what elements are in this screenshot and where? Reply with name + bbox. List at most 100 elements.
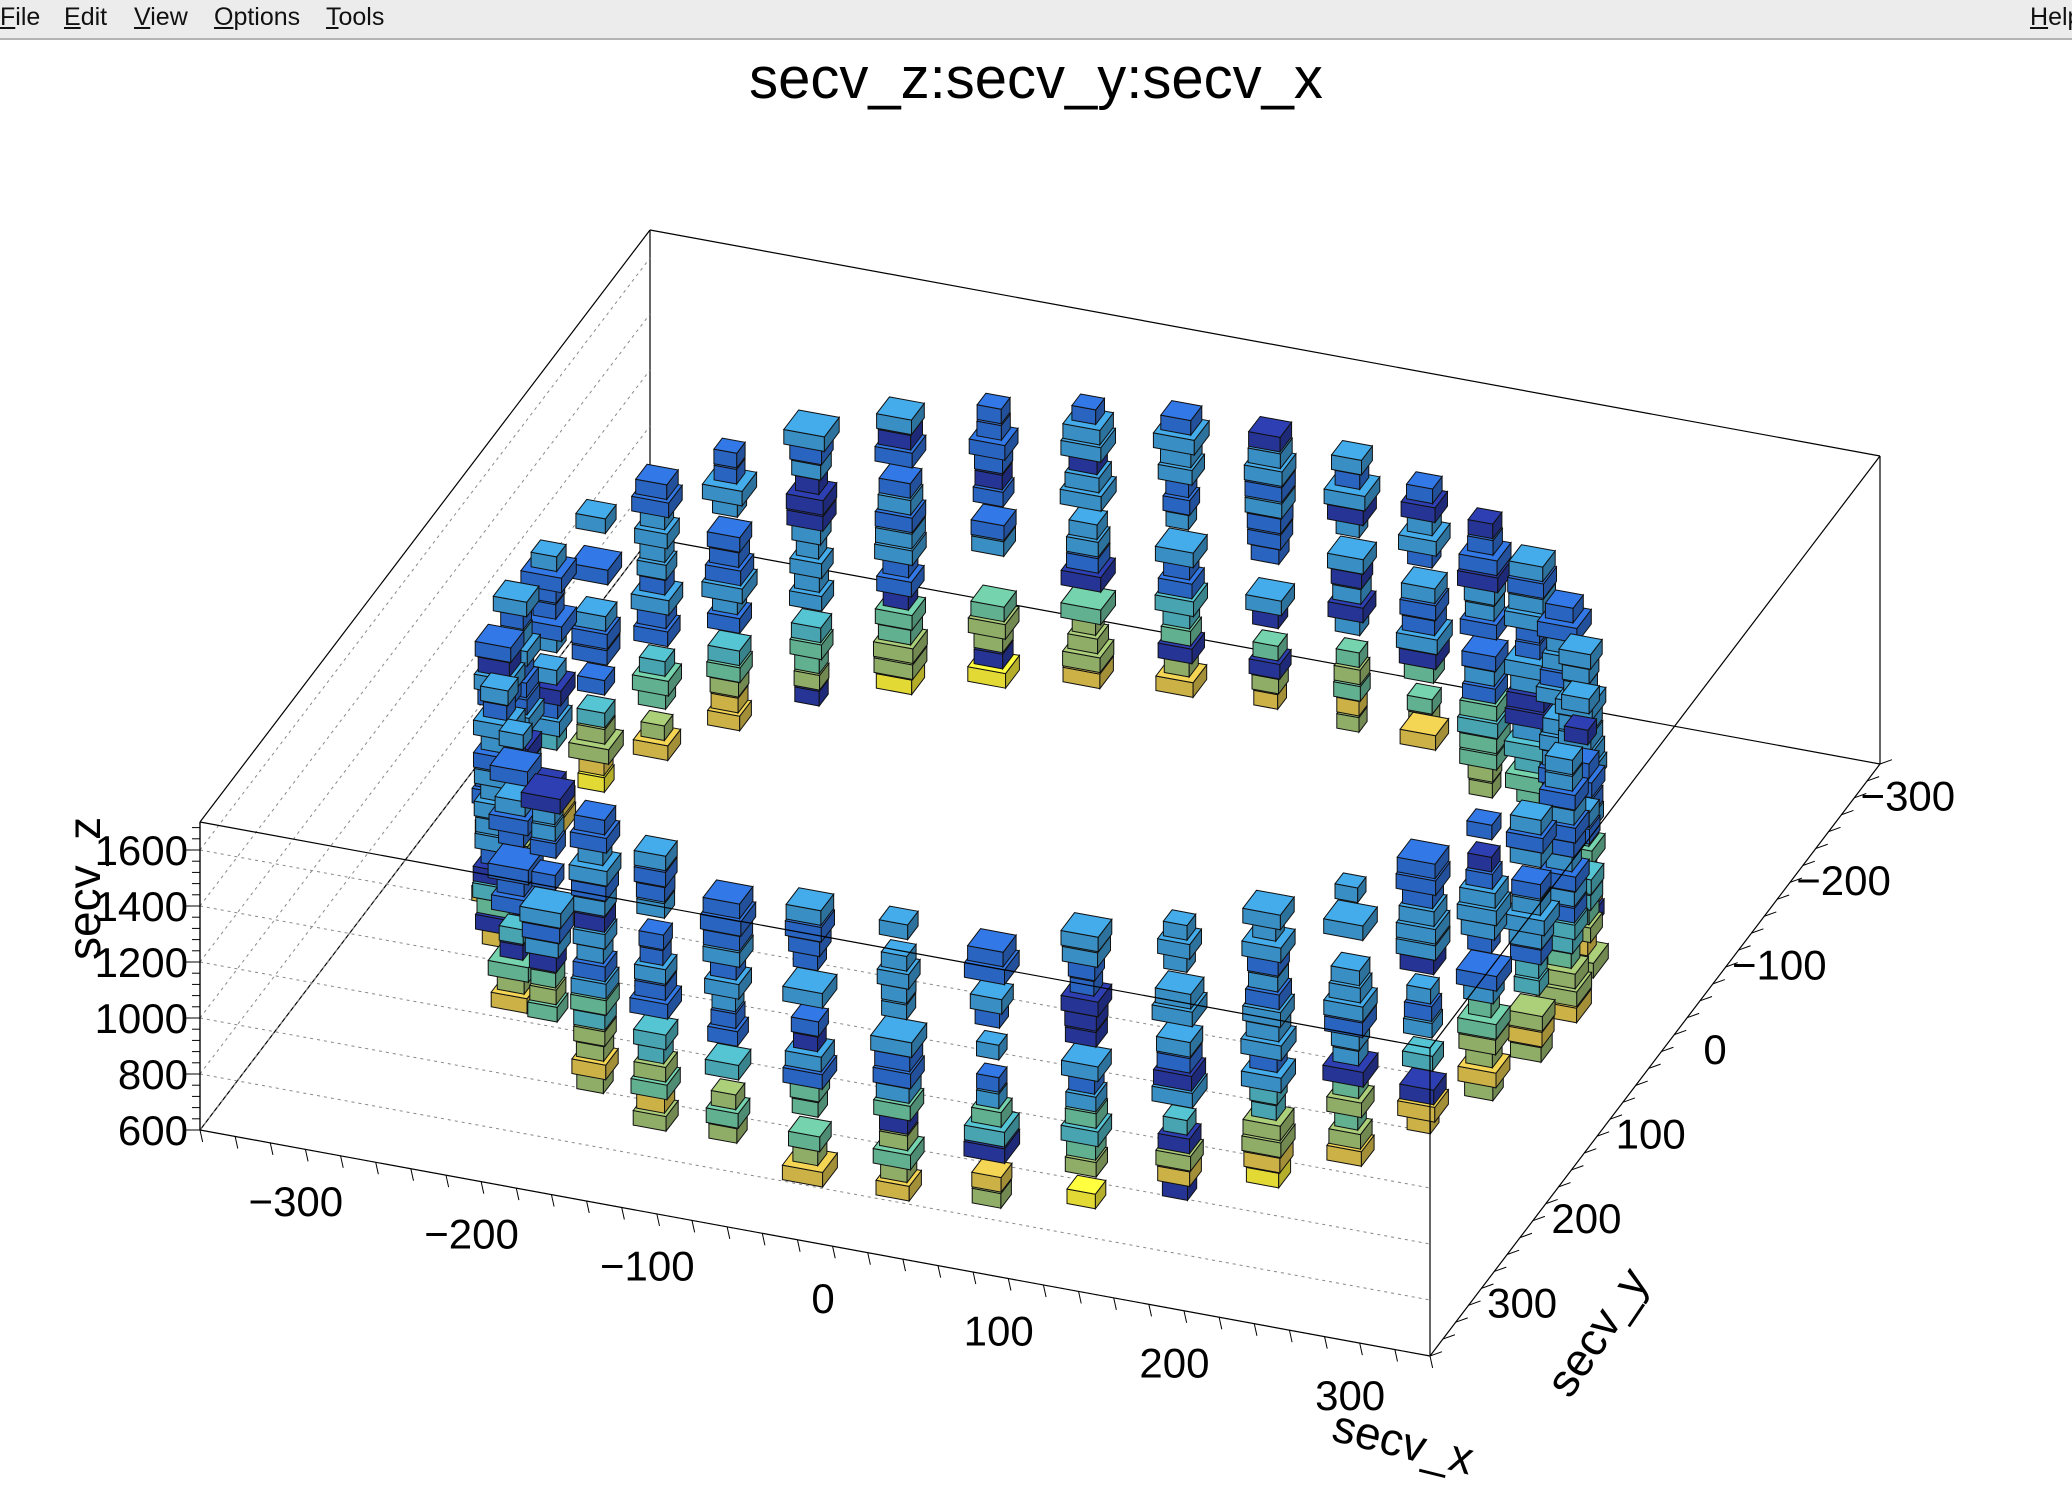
data-box-top-face xyxy=(790,607,833,629)
y-axis-tick xyxy=(1596,1131,1610,1137)
data-box xyxy=(1154,970,1205,1011)
data-box xyxy=(1455,949,1513,993)
z-axis-tick-label: 1000 xyxy=(95,995,188,1042)
x-axis-tick xyxy=(621,1207,625,1220)
y-axis-tick-label: −300 xyxy=(1861,772,1956,819)
y-axis-tick xyxy=(1532,1215,1546,1222)
data-box-top-face xyxy=(574,595,618,618)
menu-options-label: ptions xyxy=(233,3,301,31)
plot-canvas[interactable]: secv_z:secv_y:secv_x −300−200−1000100200… xyxy=(0,40,2072,1498)
data-box xyxy=(634,463,680,501)
data-box xyxy=(632,1013,679,1052)
data-box xyxy=(785,887,835,927)
data-box-top-face xyxy=(634,463,680,486)
data-box-top-face xyxy=(474,623,525,649)
menu-file-label: ile xyxy=(15,3,41,31)
x-axis-tick xyxy=(656,1213,660,1227)
z-gridline xyxy=(199,257,651,851)
data-box xyxy=(1326,535,1378,576)
z-gridline xyxy=(199,425,651,1019)
menu-view-accel: V xyxy=(134,3,151,31)
data-box-top-face xyxy=(1509,799,1554,821)
data-box-top-face xyxy=(520,773,576,801)
data-box-top-face xyxy=(1334,872,1367,889)
data-box-top-face xyxy=(1405,471,1443,490)
data-box-top-face xyxy=(975,1029,1008,1046)
menu-edit[interactable]: Edit xyxy=(64,3,107,32)
data-box xyxy=(1466,808,1502,842)
menu-help[interactable]: Help xyxy=(2030,3,2072,32)
data-box xyxy=(530,539,567,573)
x-axis-tick xyxy=(1007,1278,1012,1291)
y-axis-tick-label: 300 xyxy=(1487,1280,1557,1327)
x-axis-tick xyxy=(340,1155,344,1168)
data-box-top-face xyxy=(487,843,545,871)
data-box-top-face xyxy=(1508,544,1557,568)
data-box xyxy=(1544,741,1584,777)
data-box-top-face xyxy=(785,887,835,912)
menu-view[interactable]: View xyxy=(134,3,188,32)
axes: −300−200−1000100200300−300−200−100010020… xyxy=(95,759,1956,1419)
data-boxes xyxy=(470,392,1610,1211)
x-axis-tick xyxy=(375,1162,379,1175)
menu-edit-label: dit xyxy=(80,3,108,31)
data-box xyxy=(975,1029,1008,1062)
x-axis-tick xyxy=(480,1181,485,1194)
x-axis-tick xyxy=(304,1149,309,1162)
data-box xyxy=(790,607,833,645)
x-axis-tick xyxy=(1148,1304,1152,1317)
data-box xyxy=(1401,1035,1445,1073)
data-box xyxy=(1334,872,1367,905)
data-box xyxy=(633,834,679,873)
data-box-top-face xyxy=(530,859,565,877)
data-box xyxy=(1558,633,1604,671)
data-box-top-face xyxy=(975,1062,1008,1079)
data-box-top-face xyxy=(702,879,754,905)
x-axis-tick xyxy=(515,1188,520,1201)
y-axis-tick xyxy=(1879,759,1893,765)
y-axis-tick xyxy=(1674,1029,1687,1036)
data-box-top-face xyxy=(781,966,838,995)
data-box-top-face xyxy=(1405,973,1441,990)
data-box-top-face xyxy=(575,498,617,520)
y-axis-tick xyxy=(1764,911,1777,917)
data-box-top-face xyxy=(479,672,519,692)
data-box-top-face xyxy=(1326,535,1378,561)
z-axis-label: secv_z xyxy=(58,817,110,960)
y-axis-tick-label: 100 xyxy=(1616,1111,1686,1158)
data-box-top-face xyxy=(970,584,1018,608)
data-box xyxy=(1068,505,1109,541)
data-box-top-face xyxy=(1558,633,1604,656)
data-box-top-face xyxy=(498,718,533,736)
menu-file[interactable]: File xyxy=(0,3,40,32)
data-box-top-face xyxy=(1154,527,1209,554)
data-box-top-face xyxy=(1399,711,1450,737)
data-box xyxy=(1406,682,1443,716)
data-box-top-face xyxy=(530,653,567,672)
y-axis-tick xyxy=(1789,877,1803,883)
frame-edge xyxy=(1429,763,1881,1357)
y-axis-tick xyxy=(1506,1249,1520,1255)
x-axis-tick xyxy=(550,1194,555,1207)
z-axis-tick-label: 1600 xyxy=(95,827,188,874)
menu-options[interactable]: Options xyxy=(214,3,300,32)
menu-tools-accel: T xyxy=(326,3,339,31)
data-box xyxy=(710,1078,746,1112)
menu-edit-accel: E xyxy=(64,3,81,31)
data-box-top-face xyxy=(787,1115,833,1138)
data-box-top-face xyxy=(1563,714,1598,731)
data-box xyxy=(492,579,540,619)
x-axis-tick xyxy=(199,1129,204,1143)
data-box-top-face xyxy=(1071,393,1106,411)
data-box xyxy=(880,939,917,973)
y-axis-tick xyxy=(1481,1283,1494,1289)
data-box xyxy=(574,595,618,633)
data-box xyxy=(1398,1067,1448,1107)
data-box-top-face xyxy=(1400,566,1449,590)
x-axis-tick xyxy=(726,1226,731,1239)
y-axis-tick-label: −200 xyxy=(1796,857,1891,904)
menu-tools[interactable]: Tools xyxy=(326,3,384,32)
y-axis-tick xyxy=(1802,860,1816,866)
data-box xyxy=(638,644,676,678)
y-axis-tick xyxy=(1661,1046,1674,1053)
